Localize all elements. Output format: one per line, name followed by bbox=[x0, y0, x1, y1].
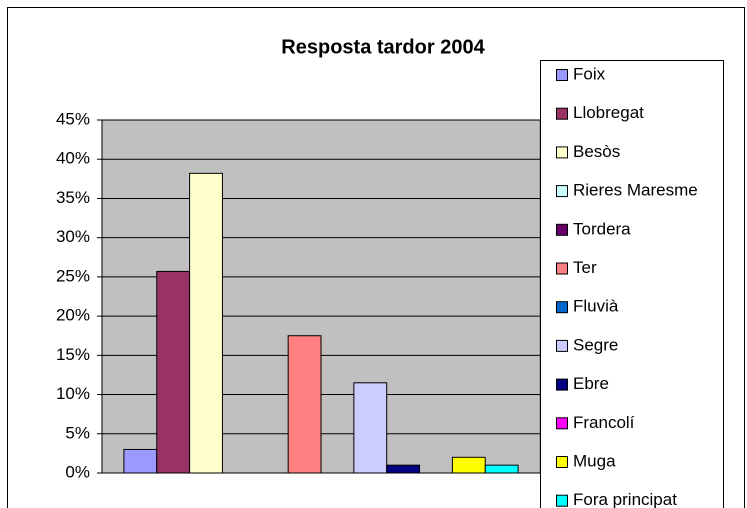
bar bbox=[484, 464, 519, 474]
legend-swatch bbox=[556, 107, 568, 120]
bar bbox=[386, 464, 421, 474]
bar bbox=[451, 456, 486, 474]
legend-label: Ebre bbox=[573, 374, 609, 393]
y-tick-label: 40% bbox=[56, 149, 90, 168]
legend-label: Segre bbox=[573, 335, 618, 354]
y-tick-label: 30% bbox=[56, 227, 90, 246]
legend-label: Fora principat bbox=[573, 490, 677, 508]
legend-swatch bbox=[556, 494, 568, 507]
chart-title: Resposta tardor 2004 bbox=[281, 36, 485, 58]
y-tick-label: 15% bbox=[56, 345, 90, 364]
bar bbox=[123, 448, 158, 474]
legend-swatch bbox=[556, 185, 568, 198]
legend-swatch bbox=[556, 69, 568, 81]
legend-label: Foix bbox=[573, 64, 606, 83]
legend-swatch bbox=[556, 456, 568, 468]
bar bbox=[287, 335, 322, 474]
y-tick-label: 25% bbox=[56, 266, 90, 285]
legend-swatch bbox=[556, 417, 568, 430]
legend-swatch bbox=[556, 262, 568, 275]
y-tick-label: 45% bbox=[56, 109, 90, 128]
legend-label: Llobregat bbox=[573, 103, 644, 122]
bar bbox=[156, 270, 191, 474]
y-tick-label: 5% bbox=[65, 423, 90, 442]
legend-label: Rieres Maresme bbox=[573, 181, 698, 200]
legend-swatch bbox=[556, 378, 568, 391]
y-tick-label: 35% bbox=[56, 188, 90, 207]
legend-label: Tordera bbox=[573, 219, 631, 238]
legend-label: Muga bbox=[573, 451, 616, 470]
legend-label: Francolí bbox=[573, 413, 635, 432]
bar bbox=[189, 172, 223, 474]
y-tick-label: 10% bbox=[56, 384, 90, 403]
legend-swatch bbox=[556, 223, 568, 236]
legend-swatch bbox=[556, 301, 568, 314]
legend-swatch bbox=[556, 339, 568, 352]
y-tick-label: 0% bbox=[65, 462, 90, 481]
y-tick-label: 20% bbox=[56, 306, 90, 325]
legend-label: Ter bbox=[573, 258, 597, 277]
legend-label: Besòs bbox=[573, 142, 620, 161]
legend bbox=[540, 60, 724, 508]
bar bbox=[353, 382, 388, 474]
legend-label: Fluvià bbox=[573, 297, 619, 316]
legend-swatch bbox=[556, 146, 568, 159]
